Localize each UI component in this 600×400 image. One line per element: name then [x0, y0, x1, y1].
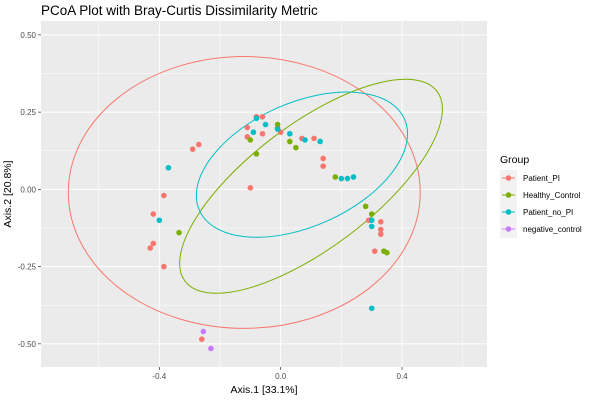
point-patient-no-pi — [250, 129, 257, 136]
legend-title: Group — [500, 154, 529, 166]
x-tick-label: 0.0 — [275, 372, 287, 381]
point-patient-no-pi — [368, 223, 375, 230]
point-patient-pi — [189, 146, 196, 153]
point-patient-no-pi — [344, 175, 351, 182]
point-patient-pi — [320, 163, 326, 169]
y-tick-label: 0.25 — [20, 108, 36, 117]
point-patient-pi — [371, 248, 378, 254]
point-patient-no-pi — [286, 130, 293, 137]
point-patient-no-pi — [338, 175, 345, 182]
legend-label-patient-pi: Patient_PI — [523, 174, 560, 183]
point-patient-no-pi — [317, 138, 323, 145]
point-patient-pi — [259, 130, 266, 137]
point-patient-no-pi — [368, 217, 375, 224]
plot-panel — [41, 21, 487, 367]
point-patient-no-pi — [262, 121, 269, 128]
point-patient-pi — [161, 192, 167, 199]
point-patient-no-pi — [368, 305, 375, 312]
point-patient-pi — [150, 240, 157, 247]
point-healthy-control — [362, 203, 369, 210]
chart-title: PCoA Plot with Bray-Curtis Dissimilarity… — [41, 3, 318, 18]
point-patient-no-pi — [165, 164, 172, 171]
point-healthy-control — [286, 138, 293, 145]
point-healthy-control — [274, 121, 281, 128]
point-patient-pi — [150, 211, 157, 217]
y-tick-label: -0.50 — [18, 340, 37, 349]
y-tick-label: 0.00 — [20, 185, 36, 194]
point-healthy-control — [384, 249, 390, 256]
y-axis: -0.50 -0.25 0.00 0.25 0.50 — [18, 31, 41, 349]
y-tick-label: -0.25 — [18, 263, 37, 272]
point-patient-pi — [378, 226, 384, 233]
point-healthy-control — [332, 174, 339, 180]
ellipse-patient-pi — [67, 56, 421, 329]
ellipse-healthy-control — [179, 78, 443, 294]
x-axis-title: Axis.1 [33.1%] — [230, 384, 297, 396]
point-patient-pi — [320, 155, 326, 162]
legend: Group Patient_PI Healthy_Control Patient_n… — [500, 154, 582, 238]
point-healthy-control — [253, 151, 260, 157]
ellipse-layer — [67, 56, 443, 329]
point-healthy-control — [368, 211, 375, 217]
point-patient-pi — [311, 135, 317, 142]
point-patient-pi — [259, 113, 266, 120]
grid-major — [41, 21, 487, 367]
point-layer — [147, 113, 390, 352]
point-patient-pi — [378, 219, 384, 225]
point-patient-no-pi — [156, 217, 163, 224]
point-patient-no-pi — [350, 174, 357, 180]
legend-marker-negative-control — [505, 226, 512, 232]
legend-label-negative-control: negative_control — [523, 225, 582, 234]
point-patient-no-pi — [302, 137, 308, 143]
point-patient-no-pi — [253, 115, 260, 122]
x-tick-label: -0.4 — [152, 372, 166, 381]
point-patient-pi — [244, 124, 251, 131]
point-patient-pi — [247, 185, 254, 191]
legend-label-healthy-control: Healthy_Control — [523, 191, 581, 200]
legend-marker-patient-no-pi — [505, 209, 512, 215]
point-patient-pi — [161, 263, 167, 270]
x-axis: -0.4 0.0 0.4 — [152, 367, 408, 381]
point-negative-control — [208, 345, 214, 352]
ellipse-patient-no-pi — [195, 91, 409, 238]
x-tick-label: 0.4 — [396, 372, 408, 381]
y-axis-title: Axis.2 [20.8%] — [2, 160, 14, 227]
legend-marker-patient-pi — [505, 175, 512, 181]
point-healthy-control — [176, 229, 182, 236]
legend-marker-healthy-control — [505, 192, 512, 198]
point-healthy-control — [293, 144, 299, 151]
point-healthy-control — [247, 137, 254, 143]
y-tick-label: 0.50 — [20, 31, 36, 40]
legend-label-patient-no-pi: Patient_no_PI — [523, 208, 573, 217]
point-patient-no-pi — [274, 126, 281, 132]
point-patient-pi — [147, 245, 154, 251]
point-patient-pi — [199, 336, 205, 342]
point-patient-pi — [195, 141, 202, 148]
point-patient-pi — [378, 231, 384, 237]
point-negative-control — [200, 328, 207, 335]
